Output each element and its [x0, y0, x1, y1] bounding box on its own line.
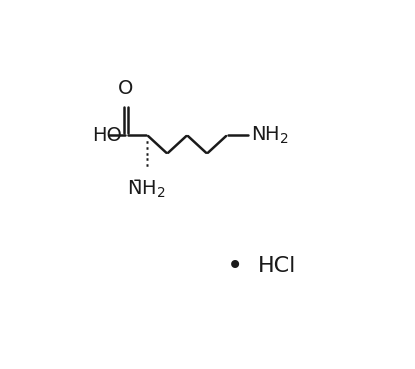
Text: •: • [227, 252, 244, 280]
Text: N̄H$_2$: N̄H$_2$ [127, 178, 165, 200]
Text: HO: HO [92, 126, 122, 145]
Text: O: O [118, 79, 134, 98]
Text: NH$_2$: NH$_2$ [251, 125, 289, 146]
Text: HCl: HCl [258, 256, 297, 276]
